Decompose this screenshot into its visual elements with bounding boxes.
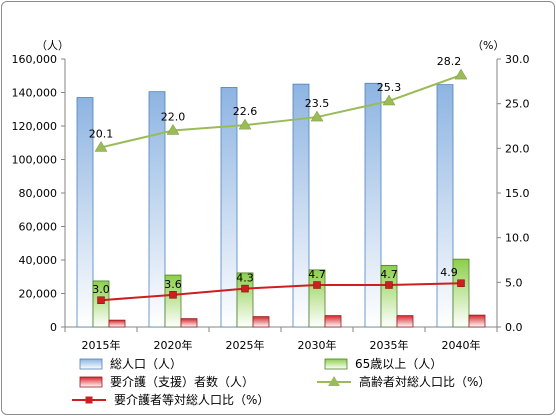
care-ratio-label: 4.7 xyxy=(380,268,398,281)
x-tick-label: 2025年 xyxy=(226,338,265,352)
left-axis-unit: （人） xyxy=(36,39,69,52)
bar-elderly xyxy=(236,272,254,328)
elderly-ratio-line xyxy=(100,74,462,149)
left-tick-label: 120,000 xyxy=(12,120,58,133)
care-ratio-point xyxy=(169,291,177,299)
data-labels-layer: 20.1 22.0 22.6 23.5 25.3 28.2 3.0 3.6 4.3 4.7 4.7 4… xyxy=(89,55,462,296)
x-tick-label: 2035年 xyxy=(370,338,409,352)
bar-total xyxy=(364,82,382,328)
legend-label: 要介護（支援）者数（人） xyxy=(110,374,254,389)
legend-swatch xyxy=(324,358,348,370)
legend-label: 65歳以上（人） xyxy=(355,357,442,371)
right-tick-label: 20.0 xyxy=(505,142,530,155)
right-tick-label: 5.0 xyxy=(505,276,523,289)
legend: 総人口（人） 65歳以上（人） 要介護（支援）者数（人） 高齢者対総人口比（%） 要介護… xyxy=(72,357,490,407)
left-tick-label: 80,000 xyxy=(19,187,58,200)
elderly-ratio-point xyxy=(310,110,324,122)
right-tick-label: 10.0 xyxy=(505,232,530,245)
care-ratio-label: 4.3 xyxy=(236,272,254,285)
care-ratio-label: 4.7 xyxy=(308,268,326,281)
bar-total xyxy=(76,97,94,328)
left-tick-label: 100,000 xyxy=(12,154,58,167)
legend-marker xyxy=(85,396,93,404)
x-tick-label: 2030年 xyxy=(298,338,337,352)
care-ratio-label: 4.9 xyxy=(440,266,458,279)
care-ratio-line xyxy=(100,282,462,302)
right-tick-label: 30.0 xyxy=(505,53,530,66)
legend-swatch xyxy=(79,358,103,370)
elderly-ratio-label: 23.5 xyxy=(305,97,330,110)
left-tick-label: 40,000 xyxy=(19,254,58,267)
legend-label: 総人口（人） xyxy=(110,357,182,371)
care-ratio-point xyxy=(457,279,465,287)
legend-swatch xyxy=(79,376,103,388)
right-tick-label: 0.0 xyxy=(505,321,523,334)
bar-elderly xyxy=(164,274,182,328)
bar-elderly xyxy=(452,258,470,328)
elderly-ratio-point xyxy=(166,123,180,135)
axes-layer: 0 20,000 40,000 60,000 80,000 100,000 120,000 1… xyxy=(12,39,530,352)
bar-care xyxy=(324,315,342,328)
elderly-ratio-point xyxy=(454,68,468,80)
care-ratio-label: 3.6 xyxy=(164,278,182,291)
elderly-ratio-label: 28.2 xyxy=(437,55,462,68)
legend-label: 要介護者等対総人口比（%） xyxy=(114,392,269,407)
left-tick-label: 160,000 xyxy=(12,53,58,66)
legend-marker xyxy=(328,376,340,386)
elderly-ratio-label: 25.3 xyxy=(377,81,402,94)
bar-total xyxy=(220,87,238,328)
left-tick-label: 20,000 xyxy=(19,288,58,301)
elderly-ratio-point xyxy=(94,140,108,152)
elderly-ratio-label: 20.1 xyxy=(89,127,114,140)
bars-layer xyxy=(76,82,486,328)
bar-elderly xyxy=(92,280,110,328)
left-tick-label: 0 xyxy=(50,321,57,334)
legend-label: 高齢者対総人口比（%） xyxy=(359,374,490,389)
elderly-ratio-point xyxy=(382,94,396,106)
bar-care xyxy=(180,318,198,328)
x-tick-label: 2040年 xyxy=(442,338,481,352)
care-ratio-label: 3.0 xyxy=(92,283,110,296)
care-ratio-point xyxy=(385,281,393,289)
bar-total xyxy=(436,84,454,328)
care-ratio-point xyxy=(97,296,105,304)
bar-care xyxy=(252,316,270,328)
bar-care xyxy=(396,315,414,328)
care-ratio-point xyxy=(313,281,321,289)
right-tick-label: 15.0 xyxy=(505,187,530,200)
bar-care xyxy=(468,314,486,328)
right-axis-unit: （%） xyxy=(472,39,504,52)
care-ratio-point xyxy=(241,284,249,293)
elderly-ratio-point xyxy=(238,118,252,130)
right-tick-label: 25.0 xyxy=(505,98,530,111)
lines-layer xyxy=(94,68,468,304)
bar-total xyxy=(148,91,166,328)
left-tick-label: 60,000 xyxy=(19,221,58,234)
elderly-ratio-label: 22.6 xyxy=(233,105,258,118)
x-tick-label: 2015年 xyxy=(82,338,121,352)
bar-total xyxy=(292,83,310,328)
x-tick-label: 2020年 xyxy=(154,338,193,352)
bar-care xyxy=(108,319,126,328)
elderly-ratio-label: 22.0 xyxy=(161,110,186,123)
left-tick-label: 140,000 xyxy=(12,87,58,100)
bar-elderly xyxy=(380,264,398,328)
